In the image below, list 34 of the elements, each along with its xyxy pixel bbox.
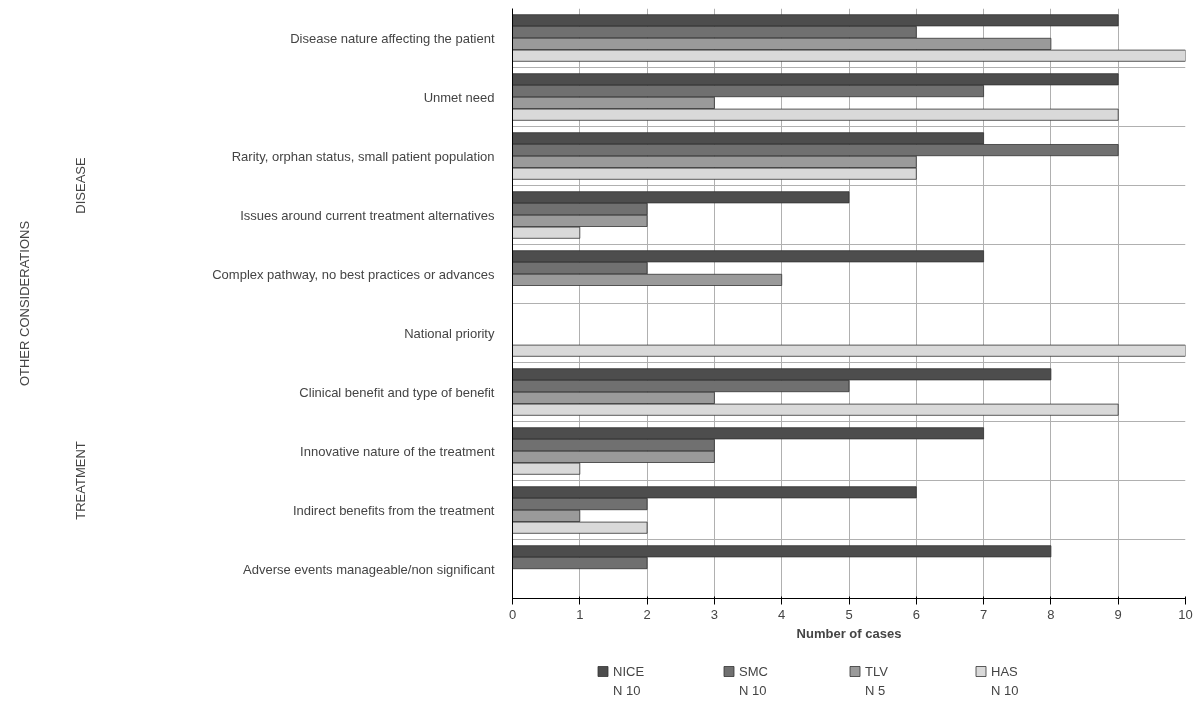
text: OTHER CONSIDERATIONS (17, 220, 32, 387)
legend-label: NICE (613, 664, 645, 679)
y-tick-label: National priority (404, 325, 495, 341)
x-tick-label: 4 (778, 606, 786, 622)
y-tick-label: Adverse events manageable/non significant (243, 561, 495, 577)
legend-label: SMC (739, 664, 768, 679)
x-tick-label: 6 (912, 606, 920, 622)
text: TREATMENT (73, 441, 88, 520)
x-tick-label: 7 (979, 606, 988, 622)
y-tick-label: Issues around current treatment alternatives (240, 207, 495, 223)
text: N 10 (739, 682, 767, 698)
y-tick-label: Unmet need (423, 89, 495, 105)
y-tick-label: Complex pathway, no best practices or advances (212, 266, 495, 282)
text: N 10 (613, 682, 641, 698)
x-tick-label: 8 (1047, 606, 1055, 622)
x-tick-label: 2 (643, 606, 651, 622)
bar (512, 344, 1186, 357)
legend-label: HAS (991, 664, 1019, 679)
x-tick-label: 9 (1114, 606, 1122, 622)
y-tick-label: Disease nature affecting the patient (290, 30, 495, 46)
text: N 5 (865, 682, 886, 698)
text: DISEASE (73, 156, 88, 214)
y-tick-label: Clinical benefit and type of benefit (299, 384, 495, 400)
y-tick-label: Innovative nature of the treatment (300, 443, 495, 459)
legend-label: TLV (865, 664, 889, 679)
y-tick-label: Rarity, orphan status, small patient population (231, 148, 495, 164)
x-tick-label: 1 (576, 606, 584, 622)
x-tick-label: 5 (845, 606, 853, 622)
text: N 10 (991, 682, 1019, 698)
y-tick-label: Indirect benefits from the treatment (292, 502, 495, 518)
x-tick-label: 10 (1178, 606, 1193, 622)
x-axis-title: Number of cases (796, 625, 902, 641)
x-tick-label: 0 (508, 606, 517, 622)
x-tick-label: 3 (710, 606, 719, 622)
